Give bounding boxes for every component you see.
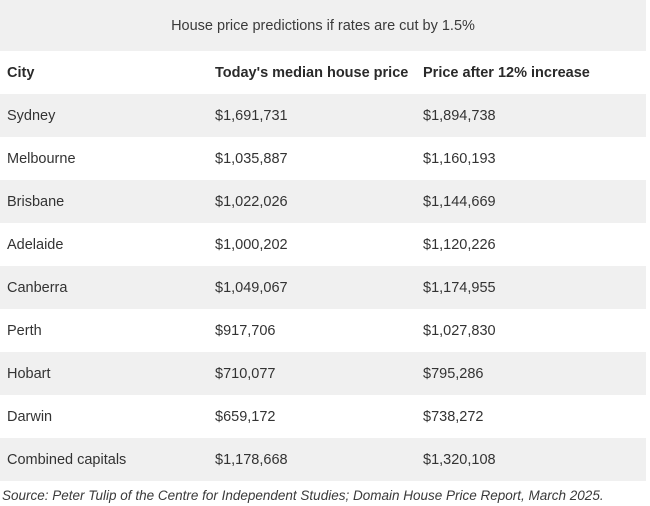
cell-price-after: $1,160,193 <box>423 150 496 167</box>
cell-median-price: $917,706 <box>215 322 276 339</box>
cell-price-after: $738,272 <box>423 408 484 425</box>
cell-city: Hobart <box>0 352 208 395</box>
cell-median-price: $1,178,668 <box>208 438 416 481</box>
table-row: Hobart $710,077 $795,286 <box>0 352 646 395</box>
cell-median-price: $1,022,026 <box>208 180 416 223</box>
cell-city: Adelaide <box>7 236 64 253</box>
cell-median-price: $659,172 <box>215 408 276 425</box>
table-row: Combined capitals $1,178,668 $1,320,108 <box>0 438 646 481</box>
cell-median-price: $1,691,731 <box>208 94 416 137</box>
table-row: Brisbane $1,022,026 $1,144,669 <box>0 180 646 223</box>
cell-price-after: $1,027,830 <box>423 322 496 339</box>
table-row: Adelaide $1,000,202 $1,120,226 <box>0 223 646 266</box>
cell-city: Canberra <box>0 266 208 309</box>
cell-city: Perth <box>7 322 42 339</box>
header-city: City <box>7 64 35 81</box>
cell-city: Darwin <box>7 408 53 425</box>
table-header-row: City Today's median house price Price af… <box>0 51 646 94</box>
cell-median-price: $1,049,067 <box>208 266 416 309</box>
cell-median-price: $1,000,202 <box>215 236 288 253</box>
cell-city: Brisbane <box>0 180 208 223</box>
cell-price-after: $1,174,955 <box>416 266 646 309</box>
table-row: Sydney $1,691,731 $1,894,738 <box>0 94 646 137</box>
price-table: City Today's median house price Price af… <box>0 51 646 481</box>
table-row: Perth $917,706 $1,027,830 <box>0 309 646 352</box>
cell-city: Melbourne <box>7 150 76 167</box>
cell-price-after: $1,894,738 <box>416 94 646 137</box>
cell-price-after: $1,144,669 <box>416 180 646 223</box>
cell-city: Combined capitals <box>0 438 208 481</box>
cell-median-price: $710,077 <box>208 352 416 395</box>
cell-city: Sydney <box>0 94 208 137</box>
cell-median-price: $1,035,887 <box>215 150 288 167</box>
source-note: Source: Peter Tulip of the Centre for In… <box>2 488 604 503</box>
cell-price-after: $795,286 <box>416 352 646 395</box>
table-row: Melbourne $1,035,887 $1,160,193 <box>0 137 646 180</box>
table-row: Darwin $659,172 $738,272 <box>0 395 646 438</box>
header-median-price: Today's median house price <box>215 64 409 81</box>
cell-price-after: $1,320,108 <box>416 438 646 481</box>
table-caption: House price predictions if rates are cut… <box>0 0 646 51</box>
table-row: Canberra $1,049,067 $1,174,955 <box>0 266 646 309</box>
header-price-after-increase: Price after 12% increase <box>423 64 590 81</box>
cell-price-after: $1,120,226 <box>423 236 496 253</box>
